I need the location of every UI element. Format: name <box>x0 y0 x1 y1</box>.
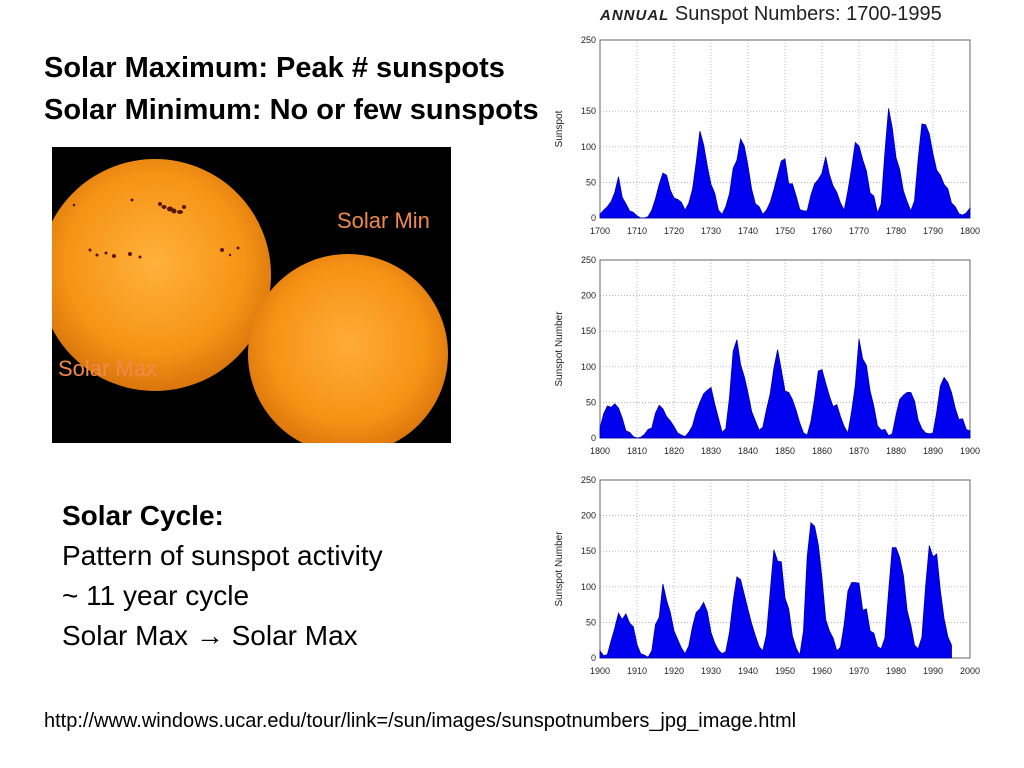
x-tick-label: 1730 <box>701 226 721 236</box>
cycle-line-pattern: Pattern of sunspot activity <box>62 540 383 571</box>
x-tick-label: 1810 <box>627 446 647 456</box>
y-tick-label: 50 <box>586 397 596 407</box>
x-tick-label: 1870 <box>849 446 869 456</box>
y-axis-label: Sunspot <box>554 110 565 147</box>
x-tick-label: 1830 <box>701 446 721 456</box>
y-tick-label: 100 <box>581 142 596 152</box>
x-tick-label: 1960 <box>812 666 832 676</box>
x-tick-label: 1900 <box>590 666 610 676</box>
sunspot-area-series <box>599 108 971 219</box>
y-tick-label: 100 <box>581 362 596 372</box>
y-tick-label: 0 <box>591 213 596 223</box>
x-tick-label: 1930 <box>701 666 721 676</box>
y-tick-label: 50 <box>586 617 596 627</box>
x-tick-label: 1760 <box>812 226 832 236</box>
source-link[interactable]: http://www.windows.ucar.edu/tour/link=/s… <box>44 710 797 732</box>
sunspot-chart-1700-1800: 1700 1710 1720 1730 1740 1750 1760 1770 1780 1790… <box>554 35 980 236</box>
sun-comparison-illustration: Solar Min Solar Max <box>52 147 451 443</box>
x-tick-label: 1920 <box>664 666 684 676</box>
sunspot-group <box>72 198 240 259</box>
x-tick-label: 1710 <box>627 226 647 236</box>
solar-max-sun <box>52 159 271 391</box>
cycle-line-period: ~ 11 year cycle <box>62 580 250 611</box>
x-tick-label: 1770 <box>849 226 869 236</box>
x-tick-label: 1740 <box>738 226 758 236</box>
y-tick-label: 150 <box>581 546 596 556</box>
cycle-max-left: Solar Max <box>62 620 189 651</box>
x-tick-label: 1890 <box>923 446 943 456</box>
x-tick-label: 1970 <box>849 666 869 676</box>
solar-minimum-heading: Solar Minimum: No or few sunspots <box>44 94 539 126</box>
solar-max-label: Solar Max <box>58 356 157 381</box>
chart-header-annual: ANNUAL <box>600 7 670 24</box>
y-tick-label: 200 <box>581 291 596 301</box>
x-tick-label: 1950 <box>775 666 795 676</box>
sunspot-chart-1900-2000: 1900 1910 1920 1930 1940 1950 1960 1970 1980 1990… <box>554 475 980 676</box>
solar-min-sun <box>248 254 448 443</box>
y-axis-label: Sunspot Number <box>554 311 565 387</box>
cycle-line-max-to-max: Solar Max → Solar Max <box>62 616 383 656</box>
right-arrow-icon: → <box>195 620 224 651</box>
y-axis-label: Sunspot Number <box>554 531 565 607</box>
y-tick-label: 150 <box>581 106 596 116</box>
y-tick-label: 150 <box>581 326 596 336</box>
y-tick-label: 200 <box>581 511 596 521</box>
x-tick-label: 1780 <box>886 226 906 236</box>
x-tick-label: 1700 <box>590 226 610 236</box>
y-tick-label: 100 <box>581 582 596 592</box>
x-tick-label: 1800 <box>960 226 980 236</box>
sunspot-chart-1800-1900: 1800 1810 1820 1830 1840 1850 1860 1870 1880 1890… <box>554 255 980 456</box>
x-tick-label: 1900 <box>960 446 980 456</box>
x-tick-label: 1790 <box>923 226 943 236</box>
y-tick-label: 250 <box>581 475 596 485</box>
x-tick-label: 1990 <box>923 666 943 676</box>
cycle-max-right: Solar Max <box>231 620 358 651</box>
solar-cycle-title: Solar Cycle: <box>62 500 224 531</box>
y-tick-label: 50 <box>586 177 596 187</box>
x-tick-label: 2000 <box>960 666 980 676</box>
sunspot-area-series <box>599 521 952 659</box>
y-tick-label: 0 <box>591 653 596 663</box>
x-tick-label: 1910 <box>627 666 647 676</box>
y-tick-label: 0 <box>591 433 596 443</box>
solar-min-label: Solar Min <box>337 208 430 233</box>
x-tick-label: 1940 <box>738 666 758 676</box>
x-tick-label: 1750 <box>775 226 795 236</box>
y-tick-label: 250 <box>581 35 596 45</box>
x-tick-label: 1820 <box>664 446 684 456</box>
chart-header: ANNUAL Sunspot Numbers: 1700-1995 <box>600 3 942 26</box>
x-tick-label: 1860 <box>812 446 832 456</box>
x-tick-label: 1850 <box>775 446 795 456</box>
solar-maximum-heading: Solar Maximum: Peak # sunspots <box>44 52 505 84</box>
y-tick-label: 250 <box>581 255 596 265</box>
x-tick-label: 1800 <box>590 446 610 456</box>
x-tick-label: 1720 <box>664 226 684 236</box>
sun-comparison-photo: Solar Min Solar Max <box>52 147 451 443</box>
sunspot-area-series <box>599 338 971 439</box>
x-tick-label: 1980 <box>886 666 906 676</box>
x-tick-label: 1880 <box>886 446 906 456</box>
solar-cycle-text: Solar Cycle: Pattern of sunspot activity… <box>62 496 383 656</box>
chart-header-rest: Sunspot Numbers: 1700-1995 <box>669 3 942 25</box>
x-tick-label: 1840 <box>738 446 758 456</box>
